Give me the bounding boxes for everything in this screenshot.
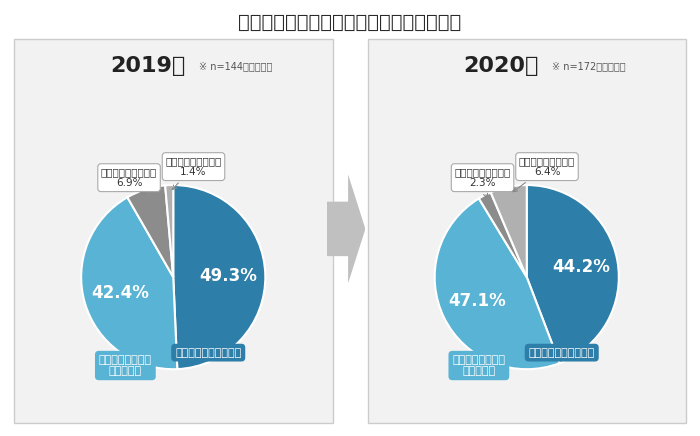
- Text: 44.2%: 44.2%: [552, 258, 610, 276]
- Text: データ全体の傾向
把握に移行: データ全体の傾向 把握に移行: [99, 355, 152, 376]
- Text: ※ n=172／単一回答: ※ n=172／単一回答: [552, 61, 626, 71]
- Text: 49.3%: 49.3%: [199, 267, 258, 285]
- Text: 特に対策はとらない
2.3%: 特に対策はとらない 2.3%: [454, 167, 511, 198]
- Wedge shape: [479, 192, 526, 277]
- Wedge shape: [127, 185, 174, 277]
- Text: 個人データ取得を継続: 個人データ取得を継続: [528, 347, 595, 358]
- Text: 42.4%: 42.4%: [91, 283, 149, 302]
- Text: 47.1%: 47.1%: [448, 293, 506, 310]
- Text: 2020年: 2020年: [463, 56, 539, 76]
- Text: データ全体の傾向
把握に移行: データ全体の傾向 把握に移行: [452, 355, 505, 376]
- Text: 2019年: 2019年: [110, 56, 186, 76]
- Polygon shape: [327, 174, 365, 283]
- Text: 方針を決めていない
6.4%: 方針を決めていない 6.4%: [513, 156, 575, 192]
- Text: 【図】広告出稿に関する課題への対応方針: 【図】広告出稿に関する課題への対応方針: [239, 13, 461, 32]
- Wedge shape: [435, 198, 559, 369]
- Text: 個人データ取得を継続: 個人データ取得を継続: [175, 347, 242, 358]
- Wedge shape: [526, 185, 619, 363]
- Wedge shape: [173, 185, 265, 369]
- Wedge shape: [165, 185, 174, 277]
- Wedge shape: [81, 197, 177, 369]
- Text: 特に対策はとらない
6.9%: 特に対策はとらない 6.9%: [101, 167, 158, 194]
- Wedge shape: [491, 185, 526, 277]
- Text: 方針を決めていない
1.4%: 方針を決めていない 1.4%: [165, 156, 222, 190]
- Text: ※ n=144／単一回答: ※ n=144／単一回答: [199, 61, 272, 71]
